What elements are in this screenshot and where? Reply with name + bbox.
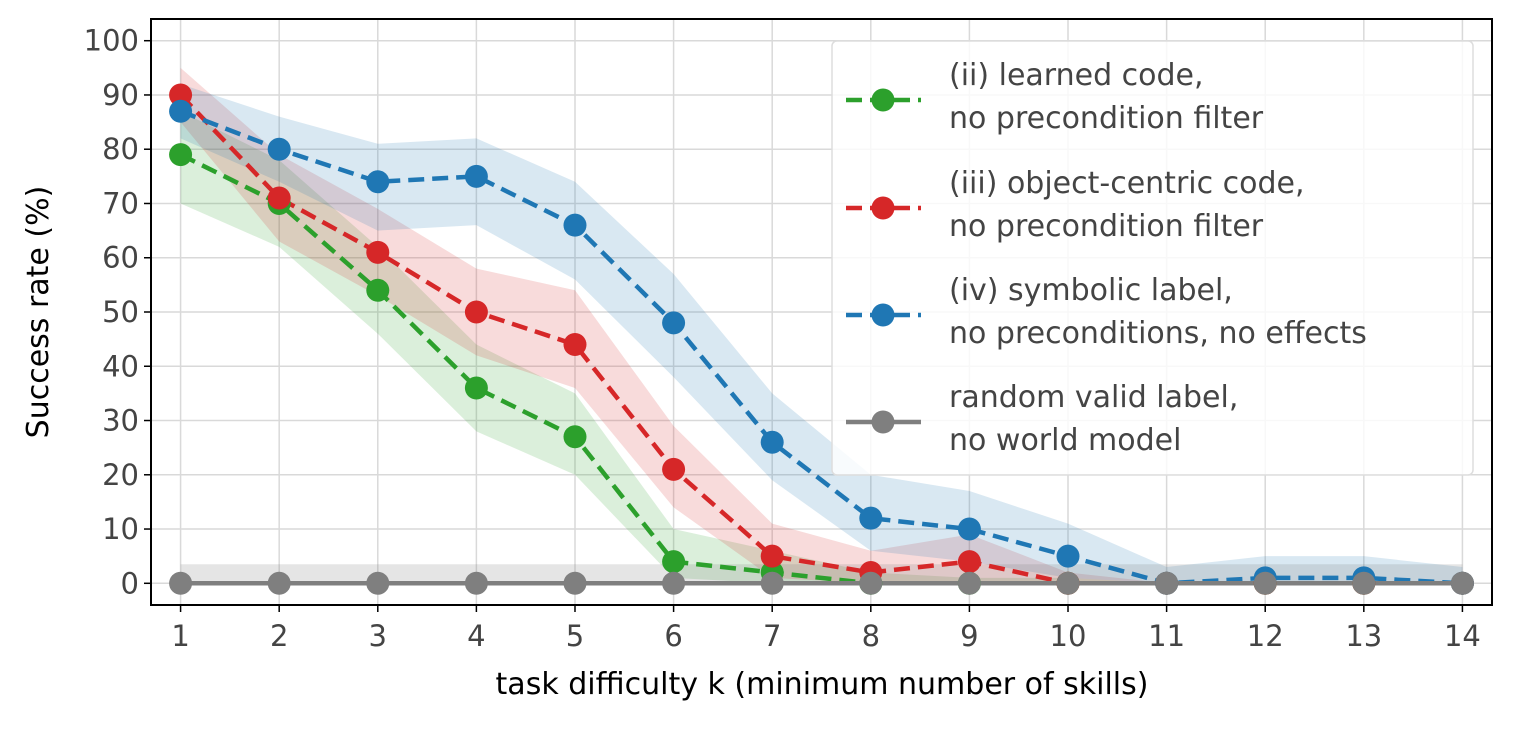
x-axis-label: task difficulty k (minimum number of ski… [496,667,1149,702]
random-valid-label-point [662,571,686,595]
symbolic-label-point [366,170,390,194]
x-tick-label: 12 [1247,619,1284,653]
symbolic-label-point [662,311,686,335]
y-tick-label: 30 [102,404,139,438]
random-valid-label-point [366,571,390,595]
symbolic-label-point [1056,544,1080,568]
x-tick-label: 2 [270,619,288,653]
object-centric-code-point [662,457,686,481]
legend-label: random valid label, [949,380,1238,415]
x-tick-label: 5 [566,619,584,653]
legend-label: (ii) learned code, [949,58,1204,93]
symbolic-label-point [169,99,193,123]
object-centric-code-point [366,240,390,264]
legend-label: (iv) symbolic label, [949,273,1233,308]
random-valid-label-point [267,571,291,595]
symbolic-label-point [859,506,883,530]
x-tick-label: 13 [1345,619,1382,653]
object-centric-code-confidence-band [180,67,1463,584]
random-valid-label-point [464,571,488,595]
legend-item-learned-code: (ii) learned code, no precondition filter [846,58,1264,136]
x-tick-label: 7 [763,619,781,653]
symbolic-label-point [760,430,784,454]
y-tick-label: 60 [102,241,139,275]
series-points [169,83,1474,595]
x-tick-label: 4 [467,619,485,653]
object-centric-code-line [178,93,1463,586]
learned-code-point [366,278,390,302]
learned-code-point [563,425,587,449]
symbolic-label-point [267,137,291,161]
y-tick-label: 100 [84,24,139,58]
y-tick-label: 50 [102,295,139,329]
y-axis-label: Success rate (%) [21,186,56,439]
x-tick-label: 6 [664,619,682,653]
legend-label: no precondition filter [949,209,1264,244]
x-tick-label: 9 [960,619,978,653]
legend-label: no preconditions, no effects [949,316,1367,351]
legend-marker-swatch [871,196,895,220]
legend-label: (iii) object-centric code, [949,166,1305,201]
x-axis-ticks: 1 2 3 4 5 6 7 8 9 10 11 12 13 14 [171,605,1481,653]
x-tick-label: 8 [862,619,880,653]
learned-code-point [662,550,686,574]
object-centric-code-point [563,333,587,357]
random-valid-label-point [1056,571,1080,595]
random-valid-label-point [1155,571,1179,595]
y-axis-ticks: 0 10 20 30 40 50 60 70 80 90 100 [84,24,151,600]
x-tick-label: 11 [1148,619,1185,653]
x-tick-label: 1 [171,619,189,653]
object-centric-code-point [267,186,291,210]
x-tick-label: 10 [1050,619,1087,653]
legend-box [831,40,1474,476]
legend: (ii) learned code, no precondition filter… [831,40,1474,476]
legend-marker-swatch [871,410,895,434]
x-tick-label: 3 [369,619,387,653]
series-lines [178,93,1463,586]
random-valid-label-point [1352,571,1376,595]
symbolic-label-line [179,109,1463,586]
y-tick-label: 10 [102,512,139,546]
object-centric-code-point [760,544,784,568]
y-tick-label: 90 [102,78,139,112]
random-valid-label-point [1450,571,1474,595]
symbolic-label-point [957,517,981,541]
object-centric-code-point [169,83,193,107]
symbolic-label-point [464,164,488,188]
learned-code-point [169,143,193,167]
y-tick-label: 40 [102,349,139,383]
random-valid-label-point [859,571,883,595]
x-tick-label: 14 [1444,619,1481,653]
legend-item-object-centric-code: (iii) object-centric code, no preconditio… [846,166,1305,244]
symbolic-label-point [563,213,587,237]
legend-marker-swatch [871,88,895,112]
y-tick-label: 80 [102,132,139,166]
symbolic-label-confidence-band [180,84,1463,584]
y-tick-label: 70 [102,186,139,220]
legend-item-symbolic-label: (iv) symbolic label, no preconditions, no… [846,273,1367,351]
object-centric-code-point [957,550,981,574]
random-valid-label-point [760,571,784,595]
legend-label: no world model [949,423,1181,458]
y-tick-label: 0 [121,566,139,600]
legend-marker-swatch [871,303,895,327]
random-valid-label-point [169,571,193,595]
y-tick-label: 20 [102,458,139,492]
legend-label: no precondition filter [949,101,1264,136]
object-centric-code-point [464,300,488,324]
learned-code-point [464,376,488,400]
random-valid-label-point [563,571,587,595]
random-valid-label-point [957,571,981,595]
random-valid-label-point [1253,571,1277,595]
legend-item-random-valid-label: random valid label, no world model [846,380,1238,458]
